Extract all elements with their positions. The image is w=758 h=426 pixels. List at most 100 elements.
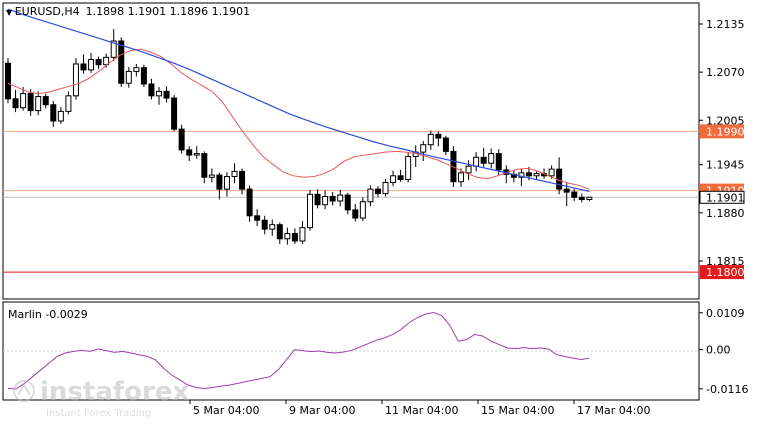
watermark-tagline: Instant Forex Trading bbox=[46, 408, 151, 419]
candle-body-bull bbox=[405, 156, 412, 181]
price-panel: 1.2135 1.2070 1.2005 1.1945 1.1880 1.1815 1.1… bbox=[2, 2, 745, 300]
candle bbox=[427, 130, 434, 150]
candle-body-bull bbox=[133, 67, 140, 72]
candle bbox=[359, 197, 366, 221]
candle bbox=[390, 170, 397, 187]
candle-body-bear bbox=[261, 219, 268, 230]
candle bbox=[405, 152, 412, 183]
candle bbox=[420, 141, 427, 161]
candle bbox=[95, 56, 102, 70]
candle bbox=[352, 203, 359, 222]
candle bbox=[571, 189, 578, 201]
candle bbox=[65, 91, 72, 115]
candle-body-bull bbox=[65, 95, 72, 112]
candle-body-bear bbox=[276, 224, 283, 240]
candle bbox=[246, 185, 253, 222]
price-tick-label: 1.2005 bbox=[706, 114, 745, 127]
candle-body-bear bbox=[435, 133, 442, 139]
candle bbox=[88, 52, 95, 73]
candle-body-bear bbox=[186, 149, 193, 156]
candle-body-bull bbox=[473, 156, 480, 167]
candle-body-bear bbox=[80, 63, 87, 71]
candle-body-bear bbox=[578, 196, 585, 201]
marlin-tick-label: -0.0116 bbox=[706, 383, 748, 396]
candle-body-bear bbox=[163, 90, 170, 99]
triangle-icon: ▼ bbox=[6, 8, 15, 17]
candle bbox=[314, 189, 321, 209]
candle-body-bear bbox=[254, 215, 261, 221]
candle-body-bear bbox=[171, 97, 178, 130]
candle-body-bear bbox=[140, 67, 147, 85]
candle-body-bull bbox=[367, 188, 374, 203]
candle-body-bear bbox=[480, 156, 487, 164]
candle-body-bear bbox=[178, 128, 185, 151]
candle-body-bear bbox=[495, 153, 502, 171]
candle bbox=[548, 165, 555, 179]
candle-body-bull bbox=[458, 172, 464, 183]
candle-body-bear bbox=[563, 188, 570, 193]
candle-body-bear bbox=[5, 62, 11, 100]
candle bbox=[458, 168, 464, 187]
candle bbox=[208, 168, 215, 183]
candle bbox=[480, 147, 487, 167]
time-tick-label: 5 Mar 04:00 bbox=[193, 404, 259, 417]
candle bbox=[27, 89, 34, 116]
candle bbox=[156, 86, 162, 105]
time-tick-label: 9 Mar 04:00 bbox=[289, 404, 355, 417]
candle bbox=[57, 106, 64, 124]
candle bbox=[193, 146, 200, 159]
candle-body-bear bbox=[525, 172, 532, 177]
candle bbox=[5, 58, 11, 104]
ohlc-readout: 1.1898 1.1901 1.1896 1.1901 bbox=[86, 5, 250, 18]
level-tag-label: 1.1800 bbox=[706, 266, 745, 279]
candle bbox=[171, 95, 178, 132]
candle bbox=[148, 78, 155, 100]
candle-body-bull bbox=[359, 201, 366, 219]
candle bbox=[140, 64, 147, 87]
candle bbox=[397, 169, 404, 182]
candle bbox=[80, 54, 87, 74]
candle-body-bull bbox=[269, 224, 276, 230]
candle-body-bull bbox=[548, 168, 555, 177]
marlin-line bbox=[7, 311, 590, 390]
candle bbox=[299, 220, 306, 244]
candle-body-bull bbox=[231, 170, 238, 178]
candle bbox=[367, 185, 374, 207]
candle-body-bear bbox=[291, 233, 298, 242]
candle bbox=[223, 172, 230, 197]
candle-body-bull bbox=[322, 196, 329, 206]
candle bbox=[269, 219, 276, 236]
candle bbox=[110, 29, 117, 62]
candle bbox=[329, 192, 336, 206]
candle bbox=[337, 189, 344, 207]
candle bbox=[488, 148, 495, 169]
candle-body-bear bbox=[42, 96, 49, 106]
candle bbox=[186, 146, 193, 161]
candle-body-bull bbox=[193, 153, 200, 156]
candle bbox=[35, 91, 42, 116]
candle bbox=[442, 135, 449, 156]
candle-body-bear bbox=[201, 153, 208, 178]
candle-body-bull bbox=[57, 110, 64, 122]
price-tick-label: 1.1880 bbox=[706, 207, 745, 220]
candle-body-bear bbox=[12, 98, 19, 109]
watermark: instaforex Instant Forex Trading bbox=[13, 377, 190, 419]
candles bbox=[5, 29, 593, 245]
level-tag bbox=[700, 265, 744, 280]
candle-body-bull bbox=[420, 144, 427, 153]
candle-body-bull bbox=[337, 194, 344, 202]
candle bbox=[578, 193, 585, 203]
candle-body-bull bbox=[223, 176, 230, 190]
moving-average-red bbox=[7, 48, 590, 190]
symbol-title: ▼ EURUSD,H4 1.1898 1.1901 1.1896 1.1901 bbox=[6, 5, 250, 18]
level-tag-label: 1.1990 bbox=[706, 125, 745, 138]
marlin-axis: 0.0109 0.00 -0.0116 bbox=[699, 307, 748, 396]
time-tick-label: 11 Mar 04:00 bbox=[385, 404, 458, 417]
candle-body-bull bbox=[125, 70, 132, 84]
candle-body-bull bbox=[533, 173, 540, 177]
candle bbox=[239, 168, 246, 195]
candle-body-bear bbox=[344, 194, 351, 211]
marlin-panel: 0.0109 0.00 -0.0116 Marlin -0.0029 bbox=[2, 301, 748, 401]
